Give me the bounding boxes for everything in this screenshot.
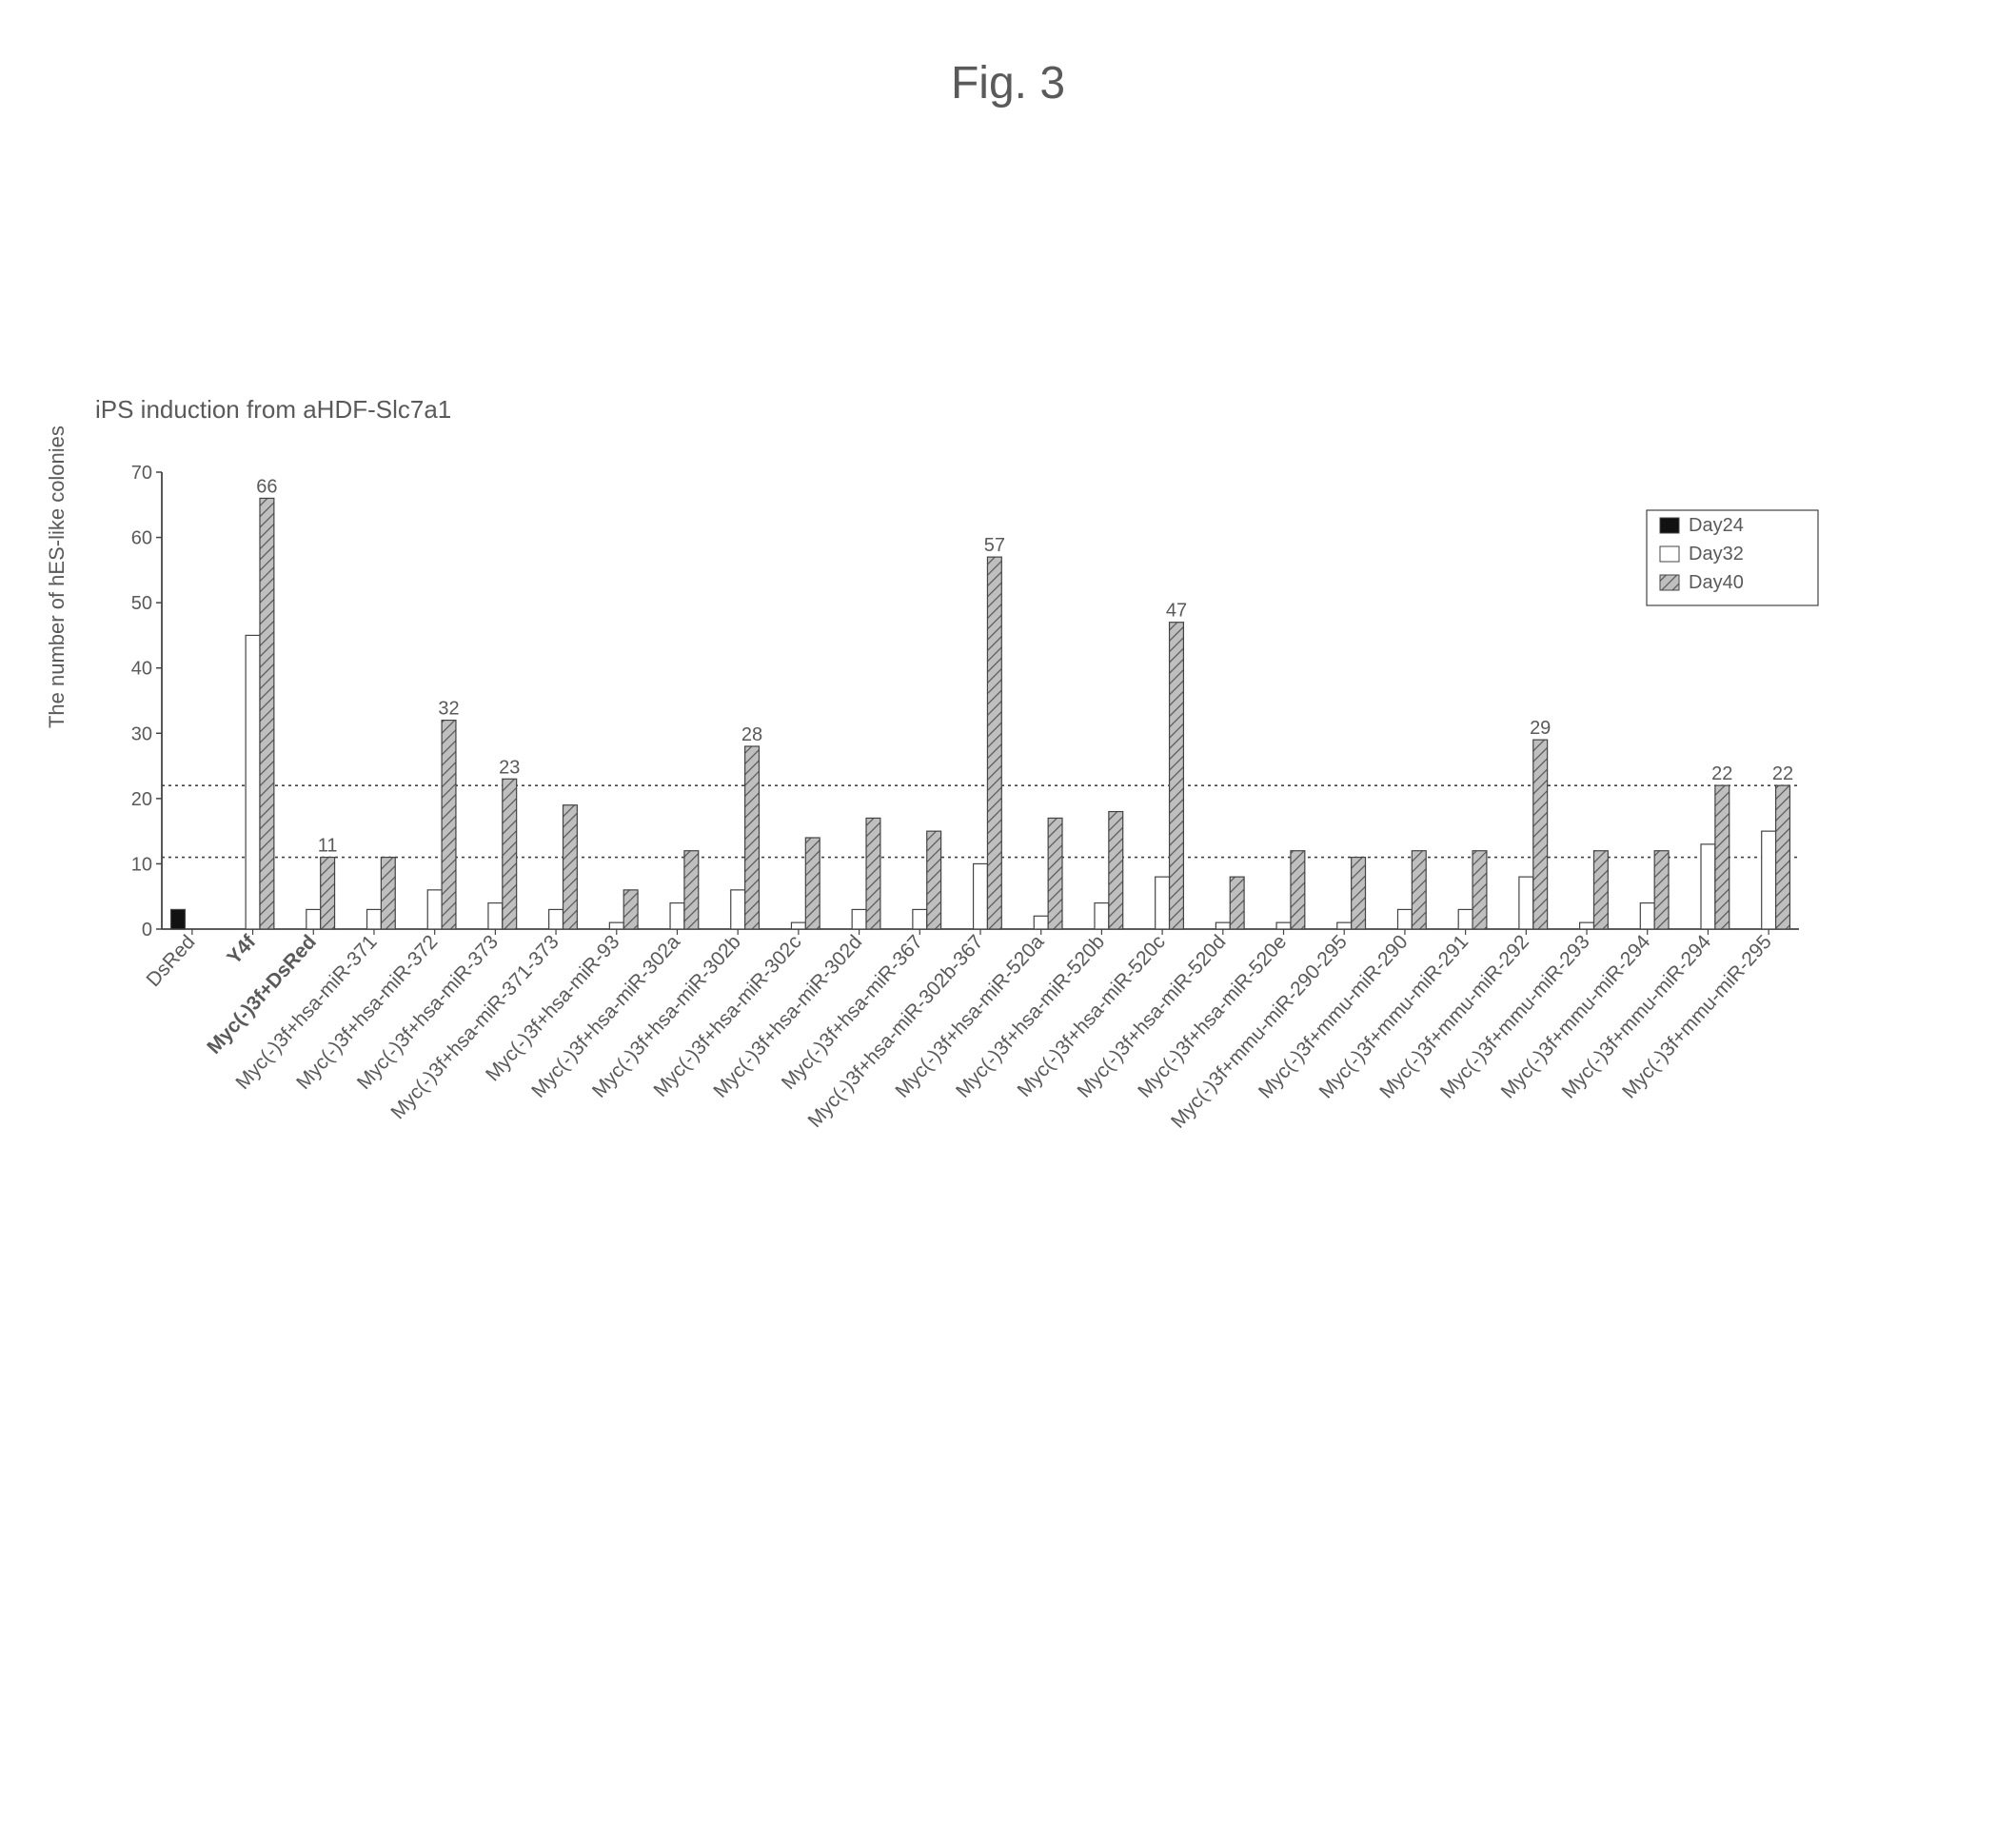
svg-text:47: 47 <box>1166 601 1187 622</box>
chart-container: The number of hES-like colonies 01020304… <box>95 444 1978 1291</box>
svg-text:23: 23 <box>499 757 520 778</box>
svg-text:28: 28 <box>741 724 762 745</box>
svg-text:32: 32 <box>438 699 459 720</box>
figure-title: Fig. 3 <box>38 57 1978 109</box>
svg-text:70: 70 <box>131 463 152 484</box>
svg-text:Day32: Day32 <box>1689 544 1744 564</box>
svg-text:60: 60 <box>131 528 152 549</box>
svg-text:0: 0 <box>142 920 152 941</box>
svg-text:57: 57 <box>984 535 1005 556</box>
svg-text:29: 29 <box>1530 718 1551 739</box>
svg-text:Myc(-)3f+DsRed: Myc(-)3f+DsRed <box>203 931 321 1059</box>
svg-text:20: 20 <box>131 789 152 810</box>
bar-chart: 010203040506070DsRed66Y4f11Myc(-)3f+DsRe… <box>95 444 2008 1291</box>
svg-text:50: 50 <box>131 593 152 614</box>
chart-subtitle: iPS induction from aHDF-Slc7a1 <box>95 395 1978 425</box>
svg-text:10: 10 <box>131 854 152 875</box>
svg-text:30: 30 <box>131 723 152 744</box>
svg-text:Y4f: Y4f <box>223 930 261 968</box>
svg-text:Day40: Day40 <box>1689 572 1744 593</box>
svg-text:22: 22 <box>1772 763 1793 784</box>
svg-text:40: 40 <box>131 659 152 680</box>
svg-text:11: 11 <box>318 836 338 857</box>
svg-text:Day24: Day24 <box>1689 515 1744 536</box>
svg-text:66: 66 <box>256 476 277 497</box>
svg-text:22: 22 <box>1711 763 1732 784</box>
y-axis-label: The number of hES-like colonies <box>45 426 69 728</box>
